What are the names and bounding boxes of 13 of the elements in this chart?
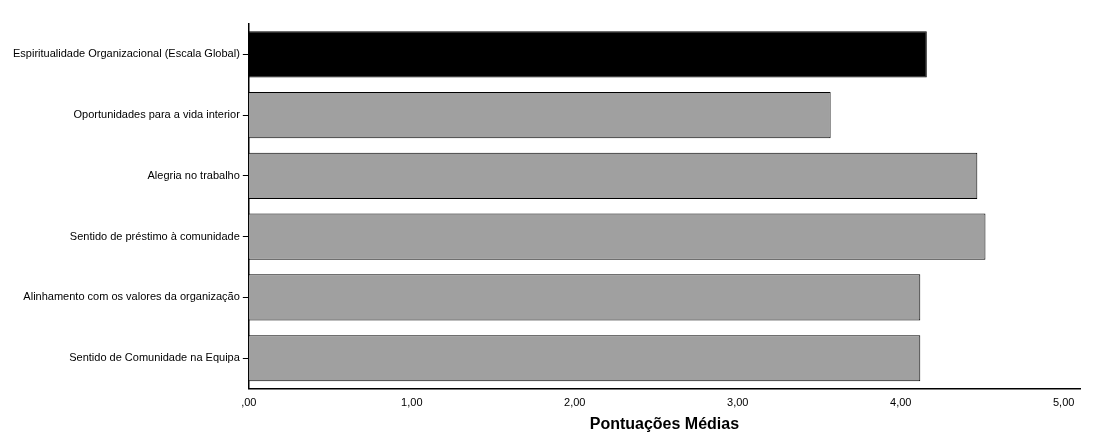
y-tick-label: Sentido de Comunidade na Equipa (69, 351, 241, 364)
y-tick-label: Oportunidades para a vida interior (73, 108, 241, 121)
x-tick-label: 3,00 (727, 396, 749, 409)
x-axis-title: Pontuações Médias (589, 414, 740, 432)
y-tick-label: Alinhamento com os valores da organização (23, 290, 240, 303)
y-tick-label: Espiritualidade Organizacional (Escala Global) (12, 47, 240, 60)
x-tick-label: 5,00 (1052, 396, 1075, 409)
y-tick-label: Sentido de préstimo à comunidade (69, 229, 240, 242)
x-tick-label: 2,00 (564, 396, 586, 409)
x-tick-label: 1,00 (401, 396, 423, 409)
x-tick-label: 4,00 (890, 396, 912, 409)
y-tick-label: Alegria no trabalho (147, 168, 240, 181)
x-tick-label: ,00 (241, 396, 257, 409)
